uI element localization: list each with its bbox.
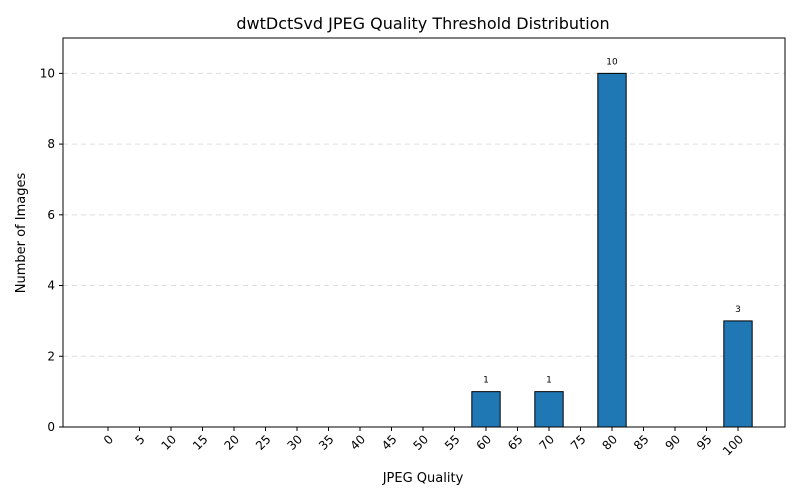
x-ticks: 0 5 10 15 20 25 30 35 40 45 50 55 60 65 70 75 80 85 90 95 10… (101, 427, 746, 458)
bar (471, 391, 501, 428)
bar-data-label: 1 (546, 376, 552, 386)
x-tick-label: 45 (379, 432, 400, 453)
x-tick-label: 60 (473, 432, 494, 453)
x-tick-label: 85 (631, 432, 652, 453)
bar-data-label: 1 (483, 376, 489, 386)
x-tick-label: 55 (442, 432, 463, 453)
bar-data-label: 10 (606, 57, 618, 67)
x-tick-label: 0 (101, 432, 116, 447)
x-tick-label: 75 (568, 432, 589, 453)
bar (723, 320, 753, 428)
x-tick-label: 40 (347, 432, 368, 453)
x-tick-label: 70 (536, 432, 557, 453)
x-tick-label: 80 (599, 432, 620, 453)
data-labels: 1 1 10 3 (483, 57, 741, 385)
bar (597, 72, 627, 428)
chart-title: dwtDctSvd JPEG Quality Threshold Distrib… (236, 14, 609, 33)
bar (534, 391, 564, 428)
x-tick-label: 100 (720, 432, 746, 458)
bar-data-label: 3 (735, 305, 741, 315)
plot-frame (62, 37, 786, 428)
x-tick-label: 15 (190, 432, 211, 453)
x-tick-label: 95 (694, 432, 715, 453)
x-tick-label: 20 (221, 432, 242, 453)
bars (471, 72, 753, 428)
axes (62, 37, 786, 428)
y-tick-label: 4 (47, 279, 55, 293)
x-axis-label: JPEG Quality (382, 471, 464, 486)
grid (63, 72, 785, 357)
y-tick-label: 10 (40, 66, 55, 80)
x-tick-label: 65 (505, 432, 526, 453)
x-tick-label: 10 (158, 432, 179, 453)
x-tick-label: 50 (410, 432, 431, 453)
x-tick-label: 90 (662, 432, 683, 453)
y-tick-label: 2 (47, 349, 55, 363)
y-tick-label: 0 (47, 420, 55, 434)
y-tick-label: 8 (47, 137, 55, 151)
y-axis-label: Number of Images (14, 173, 29, 294)
x-tick-label: 35 (316, 432, 337, 453)
x-tick-label: 5 (132, 432, 147, 447)
x-tick-label: 25 (253, 432, 274, 453)
y-ticks: 0 2 4 6 8 10 (40, 66, 63, 434)
x-tick-label: 30 (284, 432, 305, 453)
y-tick-label: 6 (47, 208, 55, 222)
